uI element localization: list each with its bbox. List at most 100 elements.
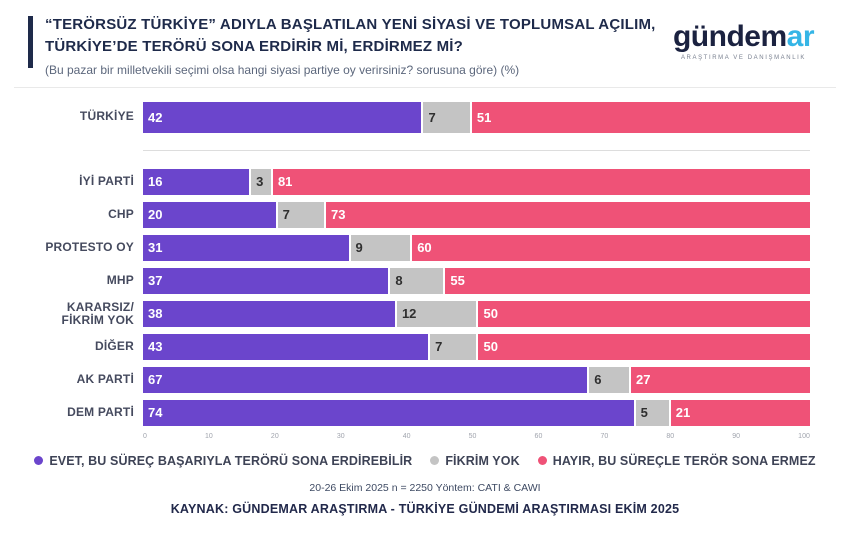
bar-track: 74 5 21 <box>143 399 810 426</box>
chart-row: İYİ PARTİ 16 3 81 <box>22 168 810 195</box>
chart-row: MHP 37 8 55 <box>22 267 811 294</box>
chart-row: PROTESTO OY 31 9 60 <box>22 234 810 261</box>
bar-segment-hayir: 81 <box>272 168 810 195</box>
bar-segment-fikrim-yok: 12 <box>396 300 477 327</box>
category-label: DEM PARTİ <box>67 405 134 420</box>
bar-segment-hayir: 50 <box>478 333 810 360</box>
bar-value-label: 67 <box>148 372 163 388</box>
bar-value-label: 27 <box>636 372 651 388</box>
legend-dot-icon <box>537 456 547 466</box>
bar-track: 67 6 27 <box>143 366 810 393</box>
bar-value-label: 31 <box>148 240 163 255</box>
row-separator <box>22 140 810 162</box>
legend-label: HAYIR, BU SÜREÇLE TERÖR SONA ERMEZ <box>552 453 816 468</box>
bar-value-label: 73 <box>331 207 346 222</box>
bar-segment-evet: 20 <box>143 201 276 228</box>
bar-segment-evet: 31 <box>143 234 349 261</box>
chart-rows: TÜRKİYE 42 7 51 İYİ PARTİ 16 3 81 CHP 20 7 73 PROTES… <box>22 101 811 426</box>
logo: gündemar ARAŞTIRMA VE DANIŞMANLIK <box>673 14 822 62</box>
bar-value-label: 38 <box>148 306 163 322</box>
bar-value-label: 51 <box>476 109 492 125</box>
bar-value-label: 12 <box>401 306 417 322</box>
bar-value-label: 8 <box>395 273 403 288</box>
bar-segment-hayir: 21 <box>670 399 810 426</box>
legend-label: EVET, BU SÜREÇ BAŞARIYLA TERÖRÜ SONA ERD… <box>49 453 413 468</box>
category-label: MHP <box>106 272 134 287</box>
bar-track: 42 7 51 <box>143 101 810 133</box>
x-axis-tick-label: 40 <box>402 432 411 440</box>
title-accent-bar <box>28 16 33 68</box>
chart-row: DEM PARTİ 74 5 21 <box>22 399 810 426</box>
bar-segment-hayir: 51 <box>471 101 810 133</box>
bar-segment-hayir: 27 <box>631 366 810 393</box>
category-label: PROTESTO OY <box>45 239 134 254</box>
chart-row: AK PARTİ 67 6 27 <box>22 366 810 393</box>
bar-track: 43 7 50 <box>143 333 810 360</box>
bar-value-label: 50 <box>483 339 498 355</box>
logo-brand-accent: ar <box>786 20 815 53</box>
legend-label: FİKRİM YOK <box>445 453 520 468</box>
category-label: AK PARTİ <box>76 372 134 387</box>
bar-value-label: 42 <box>148 109 163 125</box>
logo-tagline: ARAŞTIRMA VE DANIŞMANLIK <box>680 55 807 61</box>
category-label: İYİ PARTİ <box>79 173 134 188</box>
x-axis-tick-label: 80 <box>666 432 675 440</box>
bar-value-label: 50 <box>483 306 498 322</box>
legend: EVET, BU SÜREÇ BAŞARIYLA TERÖRÜ SONA ERD… <box>0 454 850 468</box>
bar-value-label: 20 <box>148 207 163 222</box>
x-axis: 0 10 20 30 40 50 60 70 80 90 100 <box>22 433 810 440</box>
bar-value-label: 55 <box>450 273 465 288</box>
bar-value-label: 21 <box>675 405 691 421</box>
x-axis-tick-label: 30 <box>336 432 345 440</box>
category-label: DİĞER <box>94 339 134 354</box>
x-axis-tick-label: 100 <box>798 432 810 440</box>
bar-segment-fikrim-yok: 7 <box>430 333 477 360</box>
bar-track: 38 12 50 <box>143 300 810 327</box>
bar-segment-evet: 42 <box>143 101 422 133</box>
bar-segment-fikrim-yok: 7 <box>277 201 324 228</box>
bar-track: 20 7 73 <box>143 201 810 228</box>
bar-segment-evet: 16 <box>143 168 250 195</box>
bar-value-label: 81 <box>277 174 293 189</box>
legend-dot-icon <box>34 456 44 466</box>
x-axis-tick-label: 70 <box>600 432 609 440</box>
chart-row: CHP 20 7 73 <box>22 201 810 228</box>
footer-methodology: 20-26 Ekim 2025 n = 2250 Yöntem: CATI & … <box>309 481 541 494</box>
legend-item-fikrim-yok: FİKRİM YOK <box>430 453 520 468</box>
bar-segment-evet: 43 <box>143 333 429 360</box>
bar-value-label: 7 <box>435 339 443 355</box>
bar-segment-evet: 37 <box>143 267 389 294</box>
bar-segment-hayir: 55 <box>445 267 811 294</box>
x-axis-tick-label: 0 <box>143 432 147 440</box>
bar-segment-fikrim-yok: 5 <box>635 399 669 426</box>
legend-item-hayir: HAYIR, BU SÜREÇLE TERÖR SONA ERMEZ <box>537 453 816 468</box>
bar-segment-hayir: 50 <box>478 300 810 327</box>
bar-segment-fikrim-yok: 6 <box>589 366 629 393</box>
chart-row: DİĞER 43 7 50 <box>22 333 810 360</box>
stacked-bar-chart: TÜRKİYE 42 7 51 İYİ PARTİ 16 3 81 CHP 20 7 73 PROTES… <box>22 101 811 440</box>
bar-track: 37 8 55 <box>143 267 811 294</box>
title-block: “TERÖRSÜZ TÜRKİYE” ADIYLA BAŞLATILAN YEN… <box>45 14 665 77</box>
bar-value-label: 74 <box>148 405 163 421</box>
bar-segment-fikrim-yok: 3 <box>251 168 271 195</box>
legend-item-evet: EVET, BU SÜREÇ BAŞARIYLA TERÖRÜ SONA ERD… <box>34 454 412 468</box>
x-axis-ticks: 0 10 20 30 40 50 60 70 80 90 100 <box>143 433 810 440</box>
bar-value-label: 16 <box>148 174 163 189</box>
bar-value-label: 60 <box>417 240 432 255</box>
x-axis-tick-label: 50 <box>468 432 477 440</box>
bar-track: 16 3 81 <box>143 168 810 195</box>
bar-segment-evet: 67 <box>143 366 588 393</box>
footer-source: KAYNAK: GÜNDEMAR ARAŞTIRMA - TÜRKİYE GÜN… <box>170 501 680 516</box>
bar-value-label: 6 <box>594 372 602 388</box>
page-title: “TERÖRSÜZ TÜRKİYE” ADIYLA BAŞLATILAN YEN… <box>45 16 656 55</box>
chart-row: TÜRKİYE 42 7 51 <box>22 101 810 133</box>
x-axis-tick-label: 90 <box>732 432 741 440</box>
bar-value-label: 5 <box>640 405 648 421</box>
bar-track: 31 9 60 <box>143 234 810 261</box>
bar-segment-fikrim-yok: 8 <box>390 267 444 294</box>
legend-dot-icon <box>430 456 440 466</box>
bar-value-label: 9 <box>355 240 363 255</box>
category-label: KARARSIZ/ FİKRİM YOK <box>61 299 134 327</box>
row-separator-line <box>143 150 810 151</box>
